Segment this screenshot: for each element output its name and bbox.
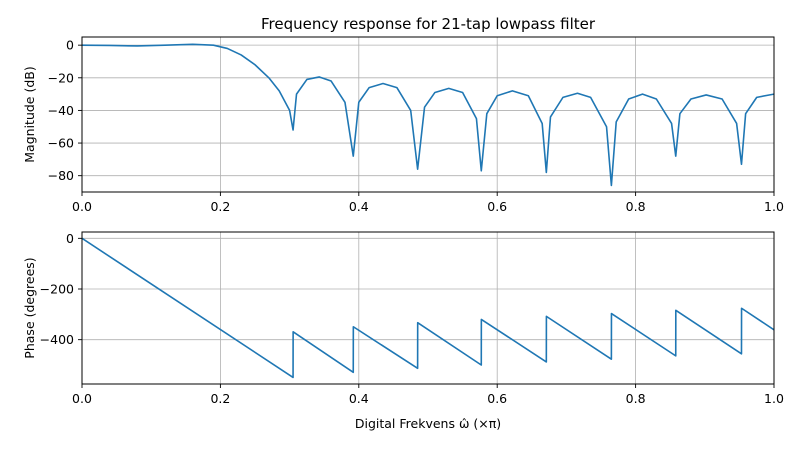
phase-xtick-label-5: 1.0	[764, 391, 784, 406]
phase-frame	[81, 231, 775, 385]
magnitude-xtick-label-4: 0.8	[626, 199, 646, 214]
magnitude-xtick-label-1: 0.2	[210, 199, 230, 214]
magnitude-ytick-label-4: −80	[48, 168, 74, 183]
phase-xlabel: Digital Frekvens ω̂ (×π)	[355, 416, 501, 431]
magnitude-frame	[81, 36, 775, 193]
magnitude-ylabel: Magnitude (dB)	[22, 66, 37, 162]
magnitude-ytick-label-3: −60	[48, 136, 74, 151]
phase-xtick-label-2: 0.4	[349, 391, 369, 406]
magnitude-ytick-label-2: −40	[48, 103, 74, 118]
magnitude-xtick-label-0: 0.0	[72, 199, 92, 214]
magnitude-series-line-0	[82, 43, 774, 187]
phase-series-line-0	[82, 237, 774, 379]
magnitude-xtick-label-5: 1.0	[764, 199, 784, 214]
phase-ytick-label-1: −200	[40, 282, 74, 297]
phase-ytick-label-2: −400	[40, 332, 74, 347]
magnitude-ytick-label-0: 0	[66, 38, 74, 53]
phase-ylabel: Phase (degrees)	[22, 257, 37, 358]
magnitude-axes: 0.0 0.2 0.4 0.6 0.8 1.0 0 −20 −40 −60 −80 Frequency…	[22, 15, 784, 214]
magnitude-xtick-label-3: 0.6	[487, 199, 507, 214]
phase-xtick-label-4: 0.8	[626, 391, 646, 406]
magnitude-xtick-label-2: 0.4	[349, 199, 369, 214]
magnitude-title: Frequency response for 21-tap lowpass fi…	[261, 15, 596, 33]
phase-xtick-label-3: 0.6	[487, 391, 507, 406]
magnitude-ytick-label-1: −20	[48, 70, 74, 85]
phase-ytick-label-0: 0	[66, 231, 74, 246]
phase-xtick-label-1: 0.2	[210, 391, 230, 406]
phase-xtick-label-0: 0.0	[72, 391, 92, 406]
